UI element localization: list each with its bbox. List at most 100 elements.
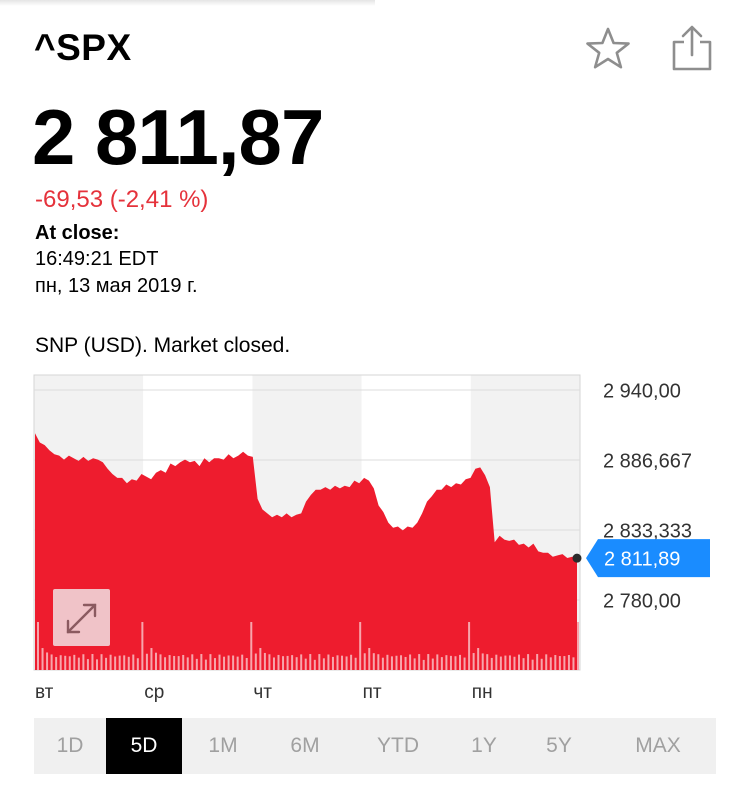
volume-bar xyxy=(259,648,262,670)
volume-bar xyxy=(309,654,312,670)
volume-bar xyxy=(577,622,579,670)
volume-bar xyxy=(186,657,189,670)
timeframe-1y[interactable]: 1Y xyxy=(471,734,497,757)
last-price-dot xyxy=(572,553,582,563)
volume-bar xyxy=(141,622,144,670)
volume-bar xyxy=(513,656,516,670)
volume-bar xyxy=(508,655,511,670)
volume-bar xyxy=(204,659,207,670)
volume-bar xyxy=(572,657,575,670)
volume-bar xyxy=(209,654,212,670)
volume-bar xyxy=(322,658,325,670)
timeframe-5y[interactable]: 5Y xyxy=(546,734,572,757)
volume-bar xyxy=(136,658,139,670)
volume-bar xyxy=(109,654,112,670)
y-tick-label: 2 940,00 xyxy=(603,381,681,403)
volume-bar xyxy=(82,654,85,670)
volume-bar xyxy=(377,654,380,670)
volume-bar xyxy=(154,652,157,670)
volume-bar xyxy=(127,656,130,670)
volume-bar xyxy=(272,657,275,670)
volume-bar xyxy=(563,656,566,670)
volume-bar xyxy=(95,659,98,670)
volume-bar xyxy=(277,654,280,670)
volume-bar xyxy=(486,654,489,670)
timeframe-6m[interactable]: 6M xyxy=(290,734,320,757)
timeframe-ytd[interactable]: YTD xyxy=(377,734,419,757)
x-day-label: ср xyxy=(144,682,164,703)
volume-bar xyxy=(404,656,407,670)
volume-bar xyxy=(68,656,71,670)
volume-bar xyxy=(159,654,162,670)
volume-bar xyxy=(41,648,44,670)
volume-bar xyxy=(440,657,443,670)
volume-bar xyxy=(123,655,126,670)
volume-bar xyxy=(409,654,412,670)
volume-bar xyxy=(263,652,266,670)
expand-icon-arrow xyxy=(82,603,97,618)
timeframe-1m[interactable]: 1M xyxy=(208,734,238,757)
timeframe-max[interactable]: MAX xyxy=(635,734,681,757)
y-tick-label: 2 780,00 xyxy=(603,591,681,613)
volume-bar xyxy=(386,654,389,670)
volume-bar xyxy=(554,655,557,670)
volume-bar xyxy=(477,648,480,670)
volume-bar xyxy=(540,658,543,670)
volume-bar xyxy=(527,654,530,670)
volume-bar xyxy=(295,657,298,670)
volume-bar xyxy=(350,654,353,670)
volume-bar xyxy=(218,654,221,670)
price-change: -69,53 (-2,41 %) xyxy=(35,186,209,213)
volume-bars xyxy=(37,622,579,670)
y-tick-label: 2 886,667 xyxy=(603,450,692,472)
last-price-label: 2 811,89 xyxy=(604,549,680,571)
volume-bar xyxy=(359,622,362,670)
volume-bar xyxy=(431,658,434,670)
volume-bar xyxy=(459,654,462,670)
star-icon[interactable] xyxy=(585,26,631,70)
volume-bar xyxy=(390,656,393,670)
volume-bar xyxy=(395,655,398,670)
volume-bar xyxy=(468,622,471,670)
volume-bar xyxy=(558,656,561,670)
volume-bar xyxy=(549,657,552,670)
timeframe-1d[interactable]: 1D xyxy=(56,734,84,757)
volume-bar xyxy=(522,658,525,670)
volume-bar xyxy=(454,656,457,670)
volume-bar xyxy=(118,655,121,670)
timeframe-5d[interactable]: 5D xyxy=(106,718,182,774)
volume-bar xyxy=(182,654,185,670)
volume-bar xyxy=(114,656,117,670)
expand-icon-line xyxy=(66,603,97,634)
volume-bar xyxy=(400,655,403,670)
volume-bar xyxy=(436,654,439,670)
volume-bar xyxy=(336,655,339,670)
volume-bar xyxy=(449,655,452,670)
ticker-symbol: ^SPX xyxy=(34,27,132,68)
volume-bar xyxy=(427,654,430,670)
volume-bar xyxy=(300,654,303,670)
volume-bar xyxy=(536,654,539,670)
volume-bar xyxy=(177,656,180,670)
volume-bar xyxy=(50,654,53,670)
volume-bar xyxy=(418,654,421,670)
volume-bar xyxy=(499,656,502,670)
volume-bar xyxy=(213,658,216,670)
price-chart[interactable]: 2 940,00 2 886,667 2 833,333 2 780,00 вт ср чт… xyxy=(0,365,743,710)
volume-bar xyxy=(368,648,371,670)
volume-bar xyxy=(495,654,498,670)
volume-bar xyxy=(195,658,198,670)
volume-bar xyxy=(37,622,39,670)
volume-bar xyxy=(77,657,80,670)
expand-button[interactable] xyxy=(53,589,110,646)
volume-bar xyxy=(422,659,425,670)
volume-bar xyxy=(227,655,230,670)
volume-bar xyxy=(291,655,294,670)
volume-bar xyxy=(331,656,334,670)
volume-bar xyxy=(236,656,239,670)
volume-bar xyxy=(341,655,344,670)
last-price-tag xyxy=(586,539,710,578)
volume-bar xyxy=(191,654,194,670)
volume-bar xyxy=(545,654,548,670)
share-icon[interactable] xyxy=(671,24,713,72)
